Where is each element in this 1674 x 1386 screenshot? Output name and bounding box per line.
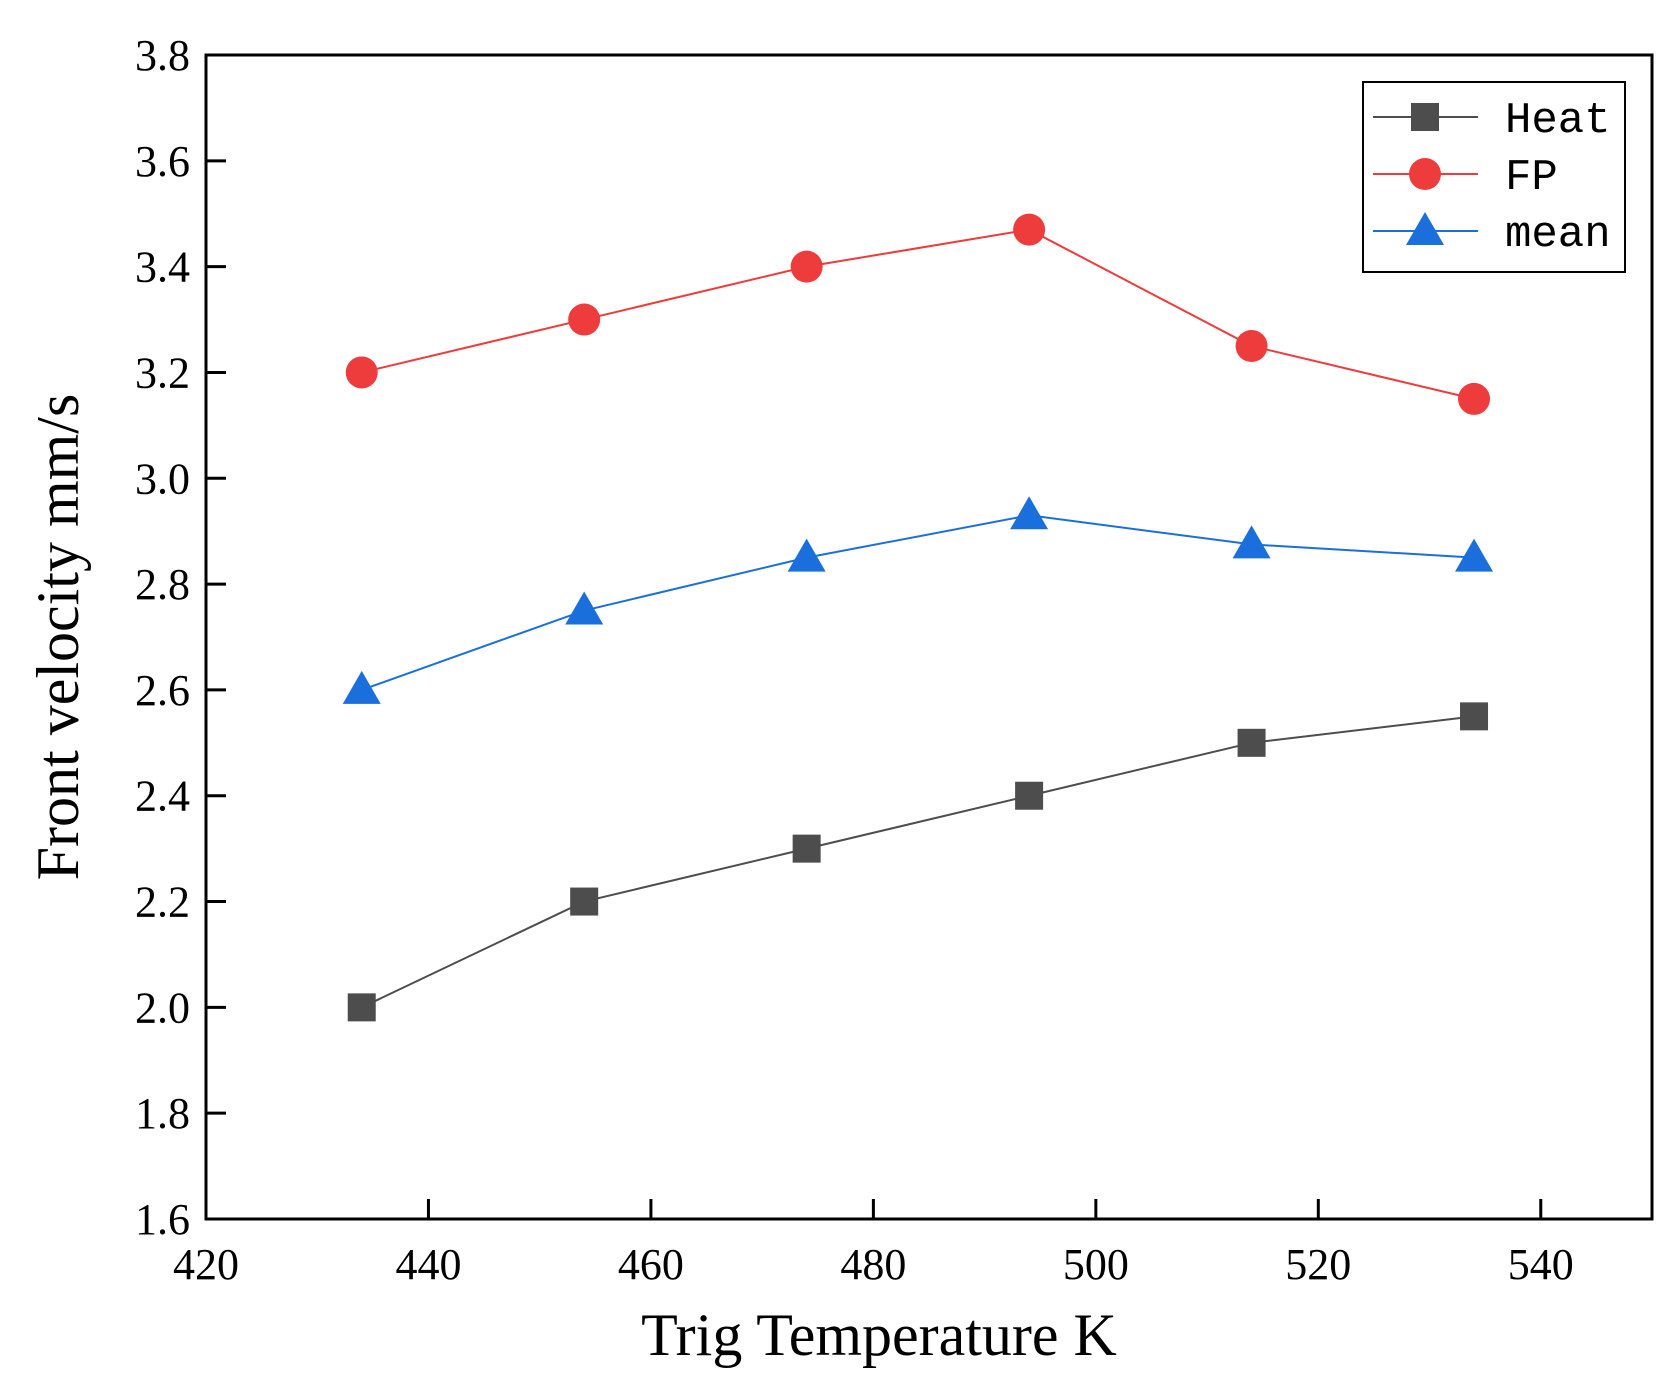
data-point-fp (568, 303, 601, 336)
series-line-fp (361, 228, 1475, 400)
data-point-fp (1013, 213, 1046, 246)
legend-box (1362, 81, 1626, 273)
legend-label-heat: Heat (1505, 96, 1611, 146)
data-point-heat (1460, 702, 1489, 731)
legend-marker-heat (1411, 103, 1439, 131)
y-tick-label: 3.0 (135, 454, 190, 503)
data-point-heat (1015, 781, 1044, 810)
x-axis-ticks: 420 440 460 480 500 520 540 (173, 1199, 1574, 1289)
x-axis-title: Trig Temperature K (641, 1302, 1117, 1368)
x-tick-label: 500 (1063, 1240, 1129, 1289)
legend: Heat FP mean (1362, 81, 1626, 273)
data-point-mean (1455, 538, 1494, 572)
x-tick-label: 420 (173, 1240, 239, 1289)
data-point-mean (565, 591, 604, 625)
y-tick-label: 3.6 (135, 137, 190, 186)
legend-marker-mean (1406, 212, 1444, 245)
data-point-heat (1237, 728, 1266, 757)
x-tick-label: 440 (395, 1240, 461, 1289)
series-mean (342, 496, 1494, 704)
y-tick-label: 1.8 (135, 1089, 190, 1138)
data-point-fp (345, 356, 378, 389)
series-fp (345, 213, 1491, 415)
legend-label-fp: FP (1505, 153, 1558, 203)
data-point-mean (342, 670, 381, 704)
y-tick-label: 2.2 (135, 878, 190, 927)
data-point-heat (792, 834, 821, 863)
y-tick-label: 2.6 (135, 666, 190, 715)
x-tick-label: 480 (840, 1240, 906, 1289)
data-point-mean (1232, 525, 1271, 559)
y-tick-label: 2.0 (135, 983, 190, 1032)
y-axis-ticks: 1.6 1.8 2.0 2.2 2.4 2.6 2.8 3.0 3.2 3.4 3.6 3.8 (135, 31, 226, 1244)
legend-label-mean: mean (1505, 210, 1611, 260)
x-tick-label: 520 (1285, 1240, 1351, 1289)
x-tick-label: 460 (618, 1240, 684, 1289)
data-point-heat (347, 993, 376, 1022)
y-tick-label: 3.8 (135, 31, 190, 80)
legend-marker-fp (1409, 158, 1441, 190)
y-tick-label: 2.8 (135, 560, 190, 609)
y-tick-label: 1.6 (135, 1195, 190, 1244)
y-tick-label: 3.4 (135, 243, 190, 292)
x-tick-label: 540 (1508, 1240, 1574, 1289)
series-line-mean (361, 514, 1475, 691)
data-point-mean (1010, 496, 1049, 530)
data-point-heat (570, 887, 599, 916)
plot-frame (204, 53, 1654, 1221)
y-tick-label: 3.2 (135, 348, 190, 397)
data-point-fp (790, 250, 823, 283)
data-point-fp (1235, 330, 1268, 362)
series-line-heat (361, 715, 1475, 1009)
y-tick-label: 2.4 (135, 772, 190, 821)
y-axis-title: Front velocity mm/s (25, 394, 91, 881)
data-point-mean (787, 538, 826, 572)
series-layer (342, 213, 1494, 1022)
data-point-fp (1458, 382, 1491, 415)
series-heat (347, 702, 1489, 1022)
